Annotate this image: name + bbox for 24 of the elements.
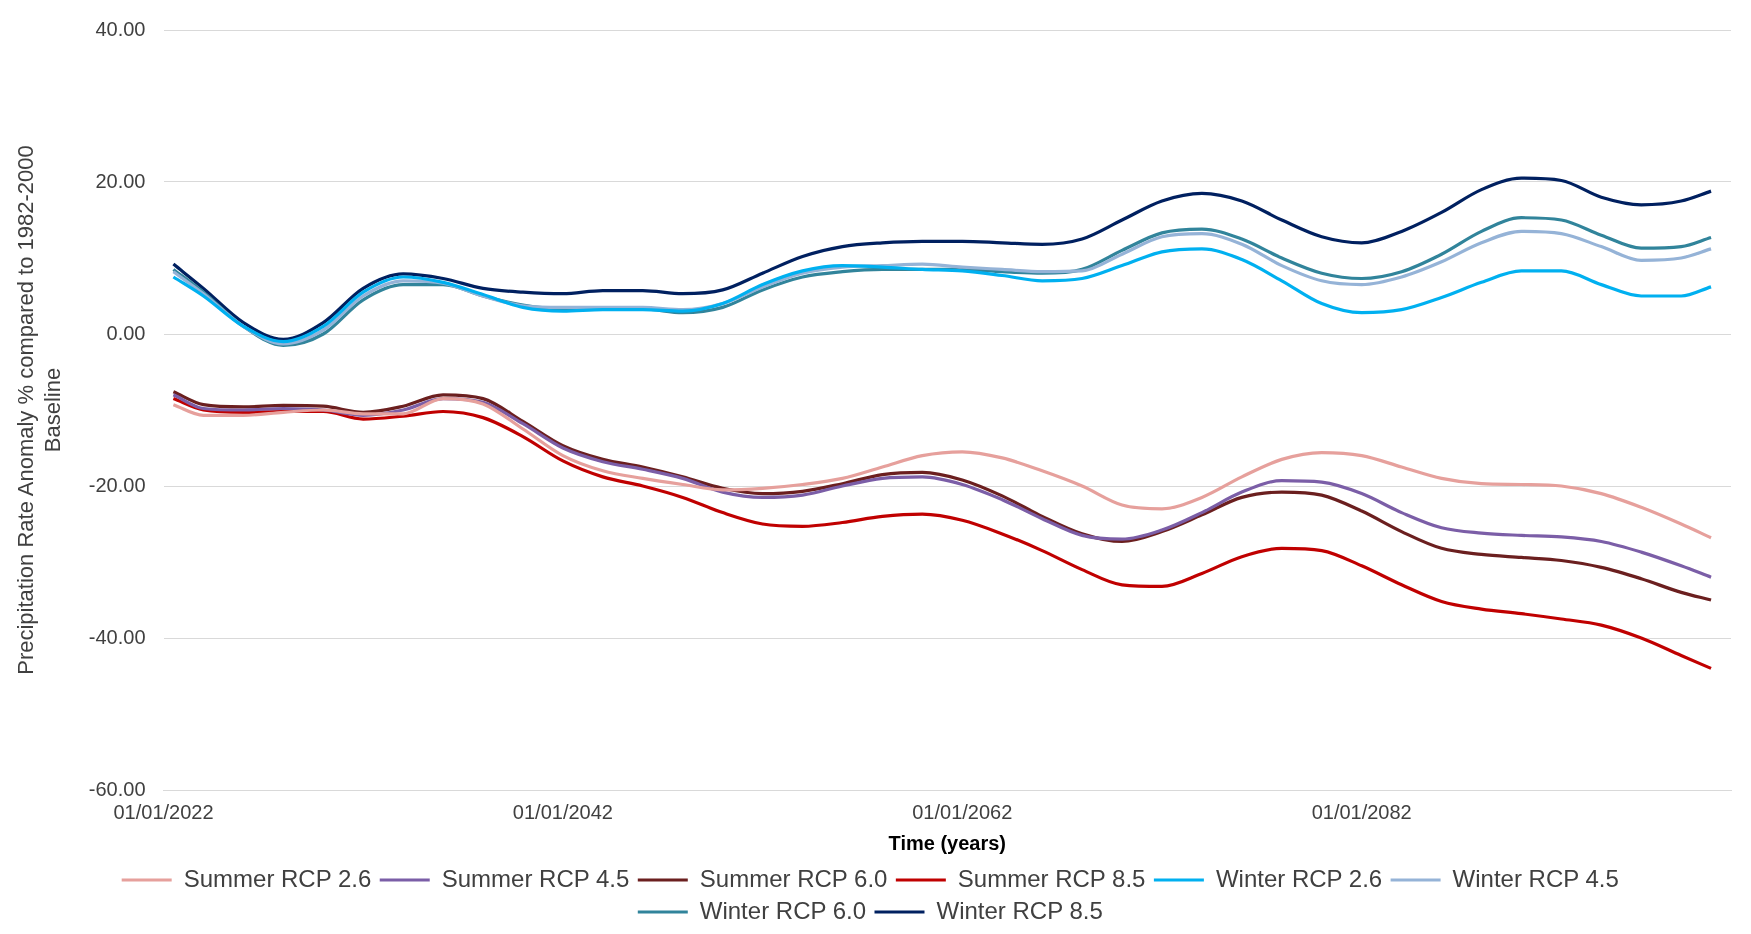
x-tick-label: 01/01/2042 (512, 800, 613, 823)
line-series (171, 397, 1713, 540)
x-tick-label: 01/01/2022 (113, 800, 214, 823)
y-tick-label: 20.00 (95, 169, 146, 192)
line-series (171, 397, 1713, 670)
y-axis-title: Precipitation Rate Anomaly % compared to 1982-2000 Baseline (13, 145, 65, 675)
line-series (171, 176, 1713, 341)
legend-label: Summer RCP 6.0 (699, 864, 888, 892)
y-tick-label: -40.00 (88, 625, 146, 648)
x-axis-title: Time (years) (888, 831, 1006, 854)
x-tick-label: 01/01/2082 (1311, 800, 1412, 823)
legend-label: Winter RCP 4.5 (1452, 864, 1619, 892)
y-tick-label: 40.00 (95, 17, 146, 40)
y-tick-label: -20.00 (88, 473, 146, 496)
legend-label: Winter RCP 6.0 (699, 896, 867, 924)
legend-label: Winter RCP 8.5 (936, 896, 1103, 924)
y-tick-label: -60.00 (88, 777, 146, 800)
y-tick-label: 0.00 (106, 321, 146, 344)
legend-label: Winter RCP 2.6 (1215, 864, 1383, 892)
legend-label: Summer RCP 8.5 (957, 864, 1146, 892)
line-series (171, 247, 1713, 344)
legend-label: Summer RCP 2.6 (183, 864, 372, 892)
legend-label: Summer RCP 4.5 (441, 864, 630, 892)
x-tick-label: 01/01/2062 (912, 800, 1013, 823)
